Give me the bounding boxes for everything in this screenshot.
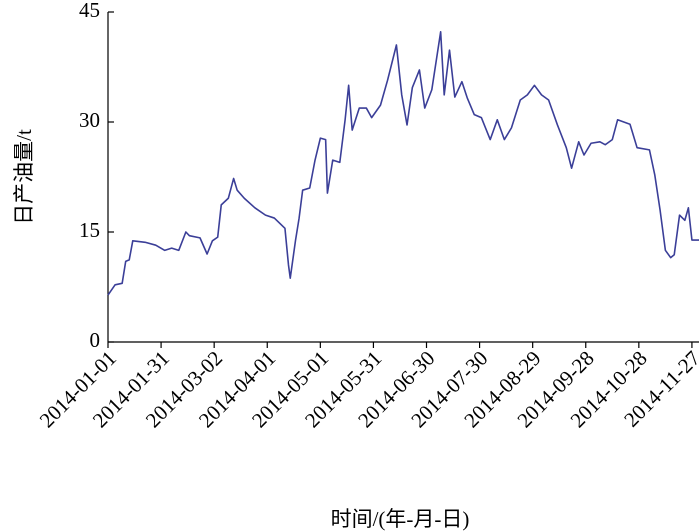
y-tick-label: 30 (79, 108, 100, 132)
y-axis-label: 日产油量/t (12, 129, 36, 225)
y-tick-label: 45 (79, 0, 100, 22)
x-axis-label: 时间/(年-月-日) (331, 507, 470, 531)
data-line (107, 31, 699, 296)
y-tick-label: 0 (90, 328, 101, 352)
y-tick-label: 15 (79, 218, 100, 242)
